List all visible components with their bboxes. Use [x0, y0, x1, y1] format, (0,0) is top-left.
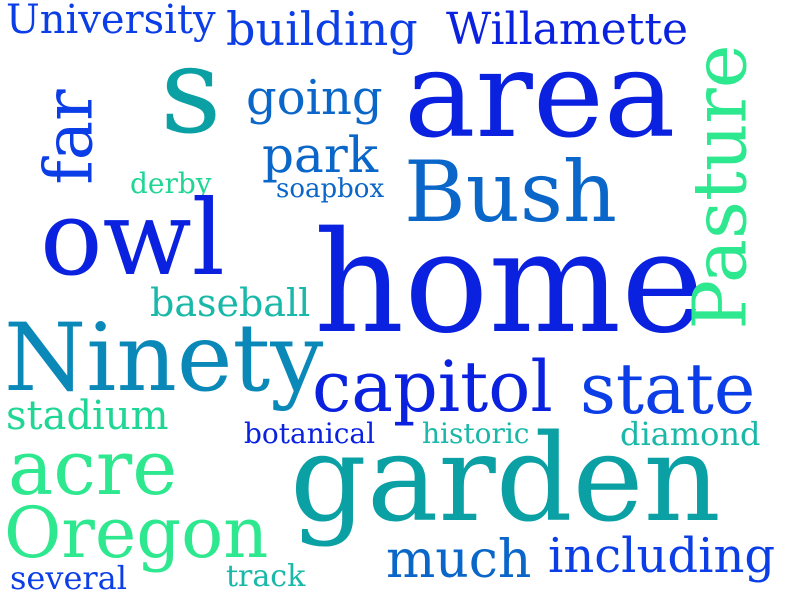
word-garden: garden — [290, 410, 721, 549]
word-capitol: capitol — [312, 346, 553, 428]
word-building: building — [226, 2, 418, 56]
word-stadium: stadium — [6, 393, 169, 439]
word-historic: historic — [422, 417, 530, 450]
word-diamond: diamond — [620, 415, 761, 453]
word-s: s — [160, 22, 222, 161]
word-bush: Bush — [404, 143, 618, 241]
word-much: much — [386, 530, 532, 590]
word-home: home — [314, 202, 705, 365]
word-willamette: Willamette — [446, 4, 689, 55]
word-including: including — [548, 528, 776, 584]
word-going: going — [246, 70, 383, 126]
word-track: track — [226, 559, 306, 594]
word-owl: owl — [40, 177, 225, 299]
word-ninety: Ninety — [4, 304, 324, 413]
word-derby: derby — [130, 167, 212, 200]
word-soapbox: soapbox — [276, 174, 385, 204]
word-area: area — [404, 26, 676, 165]
word-oregon: Oregon — [4, 492, 269, 574]
word-university: University — [6, 0, 216, 43]
word-botanical: botanical — [244, 417, 376, 450]
word-park: park — [262, 126, 379, 184]
word-several: several — [10, 559, 127, 597]
word-pasture: Pasture — [677, 44, 764, 330]
word-state: state — [580, 348, 756, 430]
word-far: far — [30, 89, 108, 185]
word-acre: acre — [8, 423, 178, 512]
word-baseball: baseball — [150, 281, 311, 325]
